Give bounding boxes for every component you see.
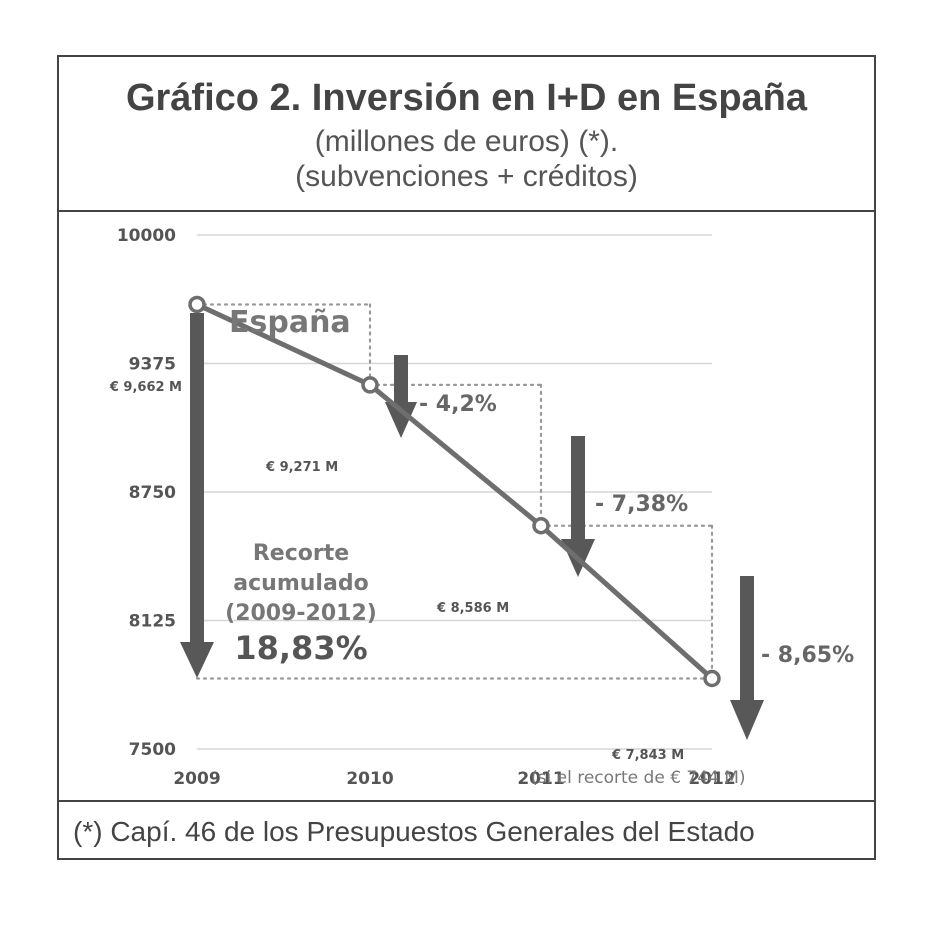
- x-tick-label: 2009: [173, 769, 220, 789]
- chart-subtitle-scope: (subvenciones + créditos): [295, 160, 638, 193]
- cumulative-value: 18,83%: [234, 629, 367, 667]
- x-tick-label: 2012: [688, 769, 735, 789]
- data-point: [188, 295, 206, 314]
- y-tick-label: 8125: [129, 612, 176, 632]
- chart-frame: Gráfico 2. Inversión en I+D en España (m…: [57, 55, 876, 860]
- series-label: España: [229, 305, 351, 340]
- x-tick-label: 2010: [346, 769, 393, 789]
- chart-area: 10000 9375 8750 8125 7500 2009 2010 2011 2012 Esp…: [59, 210, 874, 800]
- chart-title: Gráfico 2. Inversión en I+D en España: [125, 77, 808, 119]
- y-tick-label: 8750: [129, 483, 176, 503]
- y-tick-label: 9375: [129, 355, 176, 375]
- change-label: - 4,2%: [419, 392, 497, 417]
- step-arrow-2011: [561, 436, 595, 577]
- y-tick-label: 7500: [129, 740, 176, 760]
- cumulative-label: (2009-2012): [225, 601, 377, 626]
- point-label: € 9,662 M: [109, 380, 182, 395]
- chart-header: Gráfico 2. Inversión en I+D en España (m…: [59, 57, 874, 212]
- chart-subtitle-units: (millones de euros) (*).: [314, 125, 619, 158]
- cumulative-label: acumulado: [233, 571, 368, 596]
- point-label: € 8,586 M: [436, 601, 509, 616]
- line-chart: 10000 9375 8750 8125 7500 2009 2010 2011 2012 Esp…: [109, 226, 854, 789]
- cumulative-label: Recorte: [253, 541, 349, 566]
- step-arrow-2012: [730, 576, 764, 740]
- point-label: € 9,271 M: [265, 460, 338, 475]
- y-tick-label: 10000: [117, 226, 176, 246]
- change-label: - 7,38%: [595, 492, 688, 517]
- point-label: € 7,843 M: [611, 748, 684, 763]
- chart-footer: (*) Capí. 46 de los Presupuestos General…: [59, 800, 874, 860]
- footnote: (*) Capí. 46 de los Presupuestos General…: [73, 816, 755, 847]
- data-point: [361, 376, 379, 394]
- data-point: [703, 669, 721, 688]
- x-tick-label: 2011: [517, 769, 564, 789]
- cumulative-arrow: [180, 313, 214, 678]
- change-label: - 8,65%: [761, 643, 854, 668]
- step-arrow-2010: [385, 355, 417, 438]
- annotation: (si el recorte de € 744 M): [531, 768, 746, 788]
- series-line-espana: [195, 302, 714, 681]
- data-point: [532, 516, 550, 535]
